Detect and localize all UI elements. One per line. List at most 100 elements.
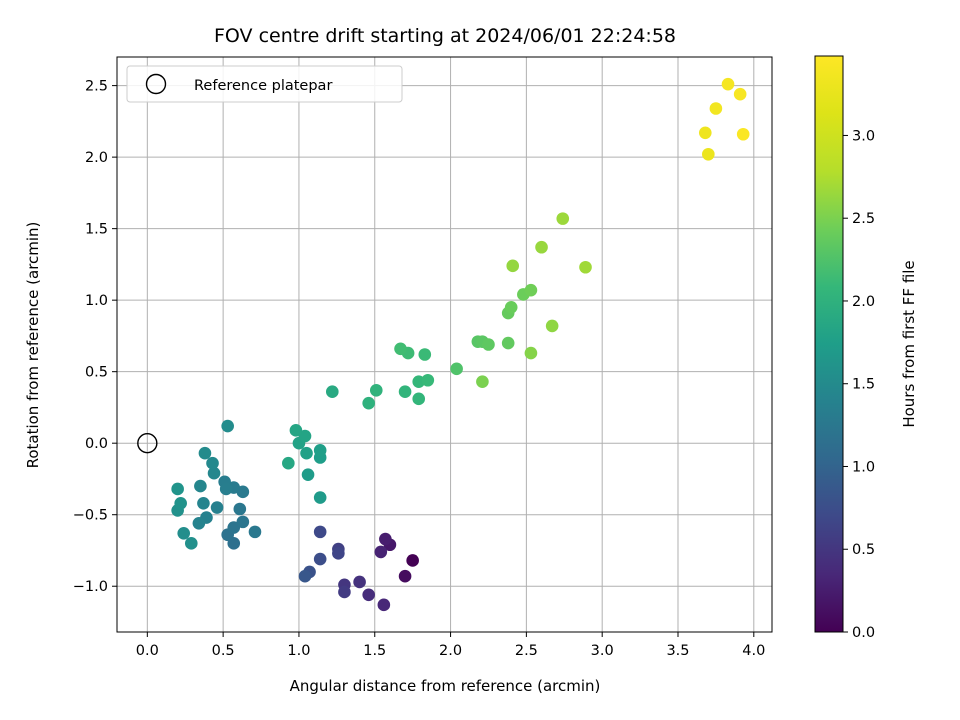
colorbar-ticks: 0.0 0.5 1.0 1.5 2.0 2.5 3.0 [843,128,875,641]
data-point [506,259,520,273]
y-tick-label: 0.5 [85,365,108,381]
data-point [248,525,262,539]
data-point [282,456,295,470]
data-point [313,491,327,504]
x-tick-label: 4.0 [742,643,765,659]
data-point [313,552,327,566]
x-tick-label: 0.5 [212,643,235,659]
data-point [171,482,184,496]
colorbar-tick-label: 1.0 [852,459,875,475]
data-point [184,537,198,550]
data-point [206,456,219,470]
data-point [698,126,712,140]
data-point [353,575,366,589]
data-point [501,336,515,350]
colorbar-tick-label: 0.5 [852,542,875,558]
data-point [362,588,375,602]
colorbar-label: Hours from first FF file [900,260,918,427]
data-point [198,446,212,460]
legend: Reference platepar [126,65,403,103]
y-tick-label: 2.5 [85,79,108,95]
x-axis-label: Angular distance from reference (arcmin) [290,677,601,695]
y-tick-label: 0.0 [85,436,108,452]
data-point [398,569,412,583]
data-point [338,585,351,599]
x-tick-label: 2.5 [515,643,538,659]
x-tick-label: 3.0 [591,643,614,659]
data-point [174,496,187,510]
colorbar-tick-label: 2.0 [852,294,875,310]
legend-reference-marker [145,73,167,95]
legend-label: Reference platepar [194,78,332,94]
data-point [394,342,407,356]
data-point [412,392,426,406]
colorbar-tick-label: 2.5 [852,211,875,227]
data-point [524,283,538,297]
colorbar-tick-label: 1.5 [852,377,875,393]
data-point [476,375,489,388]
data-point [221,419,234,433]
data-point [369,383,383,397]
data-point [709,102,723,115]
grid-lines [117,57,772,632]
data-point [733,87,747,101]
y-tick-label: 2.0 [85,150,108,166]
data-point [702,147,715,161]
data-point [289,424,303,437]
data-point [210,501,224,514]
data-point [504,301,518,314]
y-tick-label: −0.5 [73,508,108,524]
data-point [450,362,463,376]
data-point [421,373,435,387]
data-point [332,547,345,560]
x-tick-label: 1.0 [287,643,310,659]
data-point [313,444,327,457]
data-point [398,385,412,399]
x-axis-ticks: 0.0 0.5 1.0 1.5 2.0 2.5 3.0 3.5 4.0 [136,632,765,659]
data-point [524,346,538,360]
data-point [227,521,241,534]
data-point [556,212,570,225]
data-point [374,545,388,559]
data-point [326,385,339,399]
x-tick-label: 3.5 [666,643,689,659]
data-point [406,554,419,567]
data-point [233,502,247,516]
y-tick-label: 1.5 [85,222,108,238]
colorbar-tick-label: 0.0 [852,625,875,641]
data-point [736,127,750,141]
data-point [236,515,250,529]
data-point [298,429,312,443]
plot-frame [116,56,773,633]
data-point [482,338,495,351]
x-tick-label: 0.0 [136,643,159,659]
x-tick-label: 2.0 [439,643,462,659]
data-point [300,446,313,460]
data-point [298,569,312,583]
legend-box [126,65,403,103]
data-point [219,482,233,496]
reference-platepar-marker [137,432,158,454]
data-point [177,527,191,540]
colorbar [814,55,844,633]
data-point [313,525,327,539]
y-tick-label: 1.0 [85,293,108,309]
data-point [418,348,432,361]
reference-marker-layer [137,432,158,454]
y-axis-ticks: −1.0 −0.5 0.0 0.5 1.0 1.5 2.0 2.5 [73,79,117,595]
data-point [535,240,548,254]
y-tick-label: −1.0 [73,579,108,595]
data-point [192,516,206,530]
chart-title: FOV centre drift starting at 2024/06/01 … [214,25,676,47]
colorbar-tick-label: 3.0 [852,128,875,144]
data-point [545,319,559,333]
data-points [171,77,750,612]
data-point [579,260,592,274]
data-point [379,532,392,546]
y-axis-label: Rotation from reference (arcmin) [24,222,42,469]
data-point [194,479,207,493]
data-point [301,468,315,481]
x-tick-label: 1.5 [363,643,386,659]
data-point [377,598,391,612]
